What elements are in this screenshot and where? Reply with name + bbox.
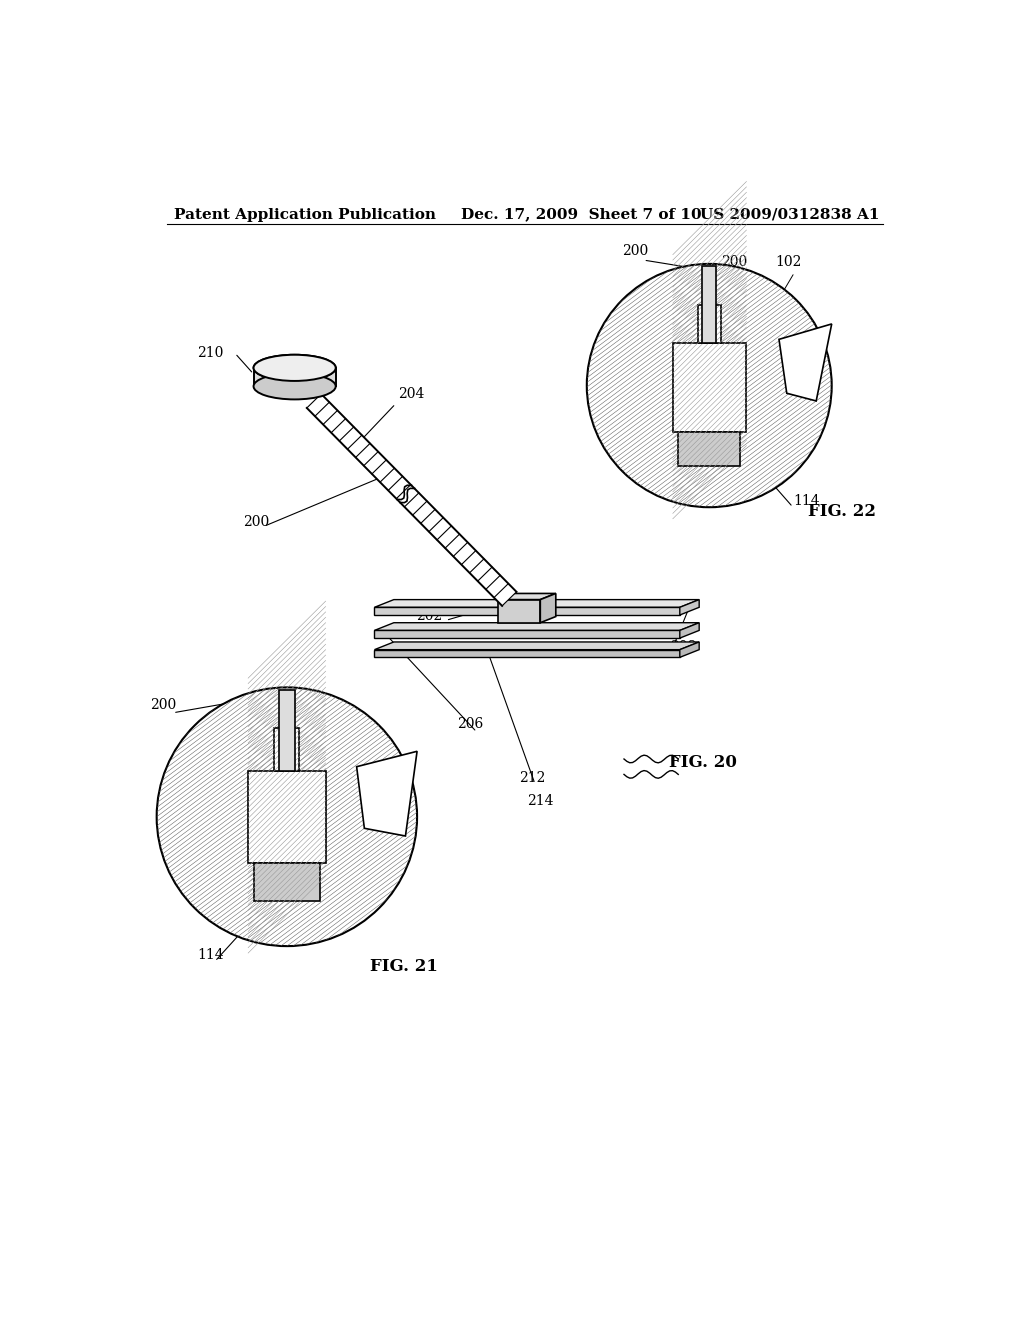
Bar [280, 689, 295, 771]
Ellipse shape [254, 355, 336, 381]
Polygon shape [254, 368, 336, 387]
Bar [248, 771, 326, 863]
Text: FIG. 21: FIG. 21 [370, 958, 437, 974]
Text: 200: 200 [150, 698, 176, 711]
Text: US 2009/0312838 A1: US 2009/0312838 A1 [700, 207, 880, 222]
Polygon shape [499, 594, 556, 599]
Polygon shape [375, 623, 699, 631]
Text: 152: 152 [238, 713, 264, 727]
Text: 202: 202 [416, 610, 441, 623]
Text: 102: 102 [305, 700, 331, 714]
Polygon shape [680, 623, 699, 638]
Text: 102: 102 [775, 255, 802, 269]
Bar [678, 432, 740, 466]
Text: 114: 114 [198, 948, 224, 962]
Circle shape [157, 688, 417, 946]
Bar [673, 343, 746, 432]
Polygon shape [307, 393, 516, 606]
Polygon shape [375, 607, 680, 615]
Ellipse shape [254, 374, 336, 400]
Text: FIG. 20: FIG. 20 [669, 754, 737, 771]
Bar [274, 729, 299, 771]
Bar [702, 267, 716, 343]
Polygon shape [375, 599, 699, 607]
Text: 200: 200 [251, 698, 276, 711]
Text: 208: 208 [671, 640, 696, 655]
Polygon shape [375, 642, 699, 649]
Text: 206: 206 [458, 717, 483, 731]
Polygon shape [680, 642, 699, 657]
Polygon shape [375, 631, 680, 638]
Text: 200: 200 [623, 244, 648, 257]
Text: 200: 200 [243, 516, 269, 529]
Text: Dec. 17, 2009  Sheet 7 of 10: Dec. 17, 2009 Sheet 7 of 10 [461, 207, 701, 222]
Ellipse shape [254, 355, 336, 381]
Polygon shape [541, 594, 556, 623]
Text: 200: 200 [721, 255, 748, 269]
Text: 152: 152 [708, 272, 734, 286]
Polygon shape [356, 751, 417, 836]
Polygon shape [375, 649, 680, 657]
Text: Patent Application Publication: Patent Application Publication [174, 207, 436, 222]
Circle shape [587, 264, 831, 507]
Text: 210: 210 [197, 346, 223, 360]
Polygon shape [680, 599, 699, 615]
Text: 214: 214 [527, 795, 554, 808]
Text: 204: 204 [398, 387, 424, 401]
Text: 212: 212 [519, 771, 546, 785]
Bar [254, 863, 321, 902]
Polygon shape [779, 323, 831, 401]
Polygon shape [499, 599, 541, 623]
Bar [697, 305, 721, 343]
Text: 114: 114 [793, 494, 819, 508]
Text: FIG. 22: FIG. 22 [809, 503, 877, 520]
